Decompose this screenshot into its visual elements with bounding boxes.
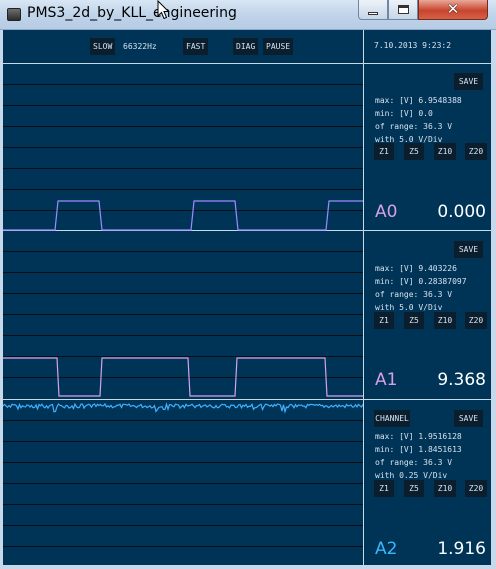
grid-line xyxy=(3,210,363,211)
datetime-display: 7.10.2013 9:23:2 xyxy=(374,41,452,50)
separator-toolbar xyxy=(3,63,491,64)
diag-button[interactable]: DIAG xyxy=(233,38,259,55)
side-panel: 7.10.2013 9:23:2 SAVE max: [V] 6.9548388… xyxy=(364,30,491,565)
grid-line xyxy=(3,525,363,526)
title-bar[interactable]: PMS3_2d_by_KLL_engineering ✕ xyxy=(0,0,496,30)
scale-readout-a0: with 5.0 V/Div xyxy=(375,135,443,144)
maximize-button[interactable] xyxy=(388,0,418,20)
trace-a1 xyxy=(3,357,363,397)
toolbar: SLOW 66322Hz FAST DIAG PAUSE xyxy=(3,30,363,63)
sample-frequency: 66322Hz xyxy=(123,42,157,51)
channel-value-a2: 1.916 xyxy=(437,539,486,559)
grid-line xyxy=(3,356,363,357)
trace-a0 xyxy=(3,200,363,231)
save-button-a0[interactable]: SAVE xyxy=(454,73,483,90)
close-icon: ✕ xyxy=(446,0,460,18)
grid-line xyxy=(3,272,363,273)
grid-line xyxy=(3,546,363,547)
slow-button[interactable]: SLOW xyxy=(90,38,116,55)
fast-button[interactable]: FAST xyxy=(183,38,209,55)
mouse-cursor-icon xyxy=(157,0,170,20)
window-frame-right xyxy=(491,30,496,569)
range-readout-a2: of range: 36.3 V xyxy=(375,458,453,467)
maximize-icon xyxy=(397,5,409,14)
zoom-z20-a2[interactable]: Z20 xyxy=(465,480,487,497)
channel-value-a0: 0.000 xyxy=(437,202,486,222)
zoom-z10-a2[interactable]: Z10 xyxy=(434,480,456,497)
scale-readout-a1: with 5.0 V/Div xyxy=(375,303,443,312)
window-frame-left xyxy=(0,30,3,569)
separator-a1-a2 xyxy=(3,399,491,400)
channel-label-a2: A2 xyxy=(375,539,398,559)
scale-readout-a2: with 0.25 V/Div xyxy=(375,471,448,480)
grid-line xyxy=(3,147,363,148)
grid-line xyxy=(3,441,363,442)
channel-button-a2[interactable]: CHANNEL xyxy=(374,410,410,427)
grid-line xyxy=(3,462,363,463)
vertical-separator xyxy=(363,30,364,565)
app-icon[interactable] xyxy=(7,8,21,21)
grid-line xyxy=(3,420,363,421)
plot-area: SLOW 66322Hz FAST DIAG PAUSE xyxy=(3,30,491,565)
max-readout-a2: max: [V] 1.9516128 xyxy=(375,432,462,441)
save-button-a2[interactable]: SAVE xyxy=(454,410,483,427)
zoom-z20-a1[interactable]: Z20 xyxy=(465,312,487,329)
zoom-z1-a1[interactable]: Z1 xyxy=(374,312,394,329)
channel-label-a0: A0 xyxy=(375,202,398,222)
pause-button[interactable]: PAUSE xyxy=(263,38,294,55)
zoom-z10-a1[interactable]: Z10 xyxy=(434,312,456,329)
max-readout-a1: max: [V] 9.403226 xyxy=(375,264,457,273)
grid-line xyxy=(3,504,363,505)
min-readout-a1: min: [V] 0.28387097 xyxy=(375,277,467,286)
range-readout-a1: of range: 36.3 V xyxy=(375,290,453,299)
grid-line xyxy=(3,105,363,106)
grid-line xyxy=(3,189,363,190)
zoom-z1-a0[interactable]: Z1 xyxy=(374,143,394,160)
channel-value-a1: 9.368 xyxy=(437,370,486,390)
close-button[interactable]: ✕ xyxy=(418,0,488,20)
zoom-z20-a0[interactable]: Z20 xyxy=(465,143,487,160)
client-area: SLOW 66322Hz FAST DIAG PAUSE xyxy=(3,30,491,565)
min-readout-a2: min: [V] 1.8451613 xyxy=(375,445,462,454)
grid-line xyxy=(3,84,363,85)
grid-line xyxy=(3,126,363,127)
zoom-z10-a0[interactable]: Z10 xyxy=(434,143,456,160)
grid-line xyxy=(3,293,363,294)
zoom-z5-a0[interactable]: Z5 xyxy=(404,143,424,160)
save-button-a1[interactable]: SAVE xyxy=(454,241,483,258)
grid-line xyxy=(3,251,363,252)
channel-label-a1: A1 xyxy=(375,370,398,390)
signal-traces xyxy=(3,200,363,414)
grid-line xyxy=(3,314,363,315)
zoom-z5-a1[interactable]: Z5 xyxy=(404,312,424,329)
grid-line xyxy=(3,377,363,378)
minimize-button[interactable] xyxy=(358,0,388,20)
trace-a2 xyxy=(3,402,363,414)
range-readout-a0: of range: 36.3 V xyxy=(375,122,453,131)
window-title: PMS3_2d_by_KLL_engineering xyxy=(27,5,237,21)
minimize-icon xyxy=(368,11,378,15)
zoom-z1-a2[interactable]: Z1 xyxy=(374,480,394,497)
grid-line xyxy=(3,335,363,336)
min-readout-a0: min: [V] 0.0 xyxy=(375,109,433,118)
max-readout-a0: max: [V] 6.9548388 xyxy=(375,96,462,105)
grid-line xyxy=(3,483,363,484)
zoom-z5-a2[interactable]: Z5 xyxy=(404,480,424,497)
grid-line xyxy=(3,168,363,169)
